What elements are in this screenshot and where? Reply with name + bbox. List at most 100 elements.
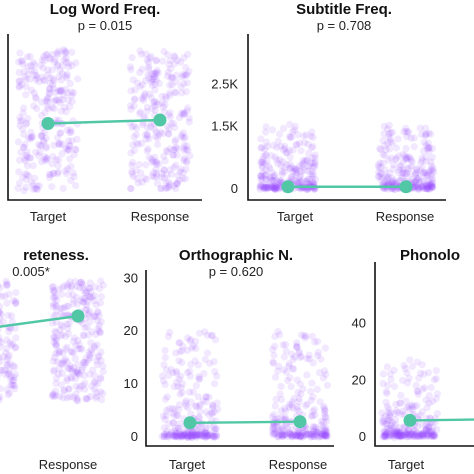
data-point bbox=[160, 174, 168, 182]
data-point bbox=[180, 431, 188, 440]
data-point bbox=[24, 134, 32, 142]
data-point bbox=[264, 184, 272, 192]
data-point bbox=[323, 417, 331, 425]
data-point bbox=[402, 144, 410, 153]
data-point bbox=[82, 354, 90, 362]
data-point bbox=[386, 138, 395, 146]
data-point bbox=[142, 50, 150, 58]
data-point bbox=[303, 431, 311, 439]
data-point bbox=[259, 169, 267, 177]
data-point bbox=[283, 376, 292, 385]
data-point bbox=[270, 177, 278, 185]
data-point bbox=[385, 129, 393, 138]
data-point bbox=[201, 429, 209, 438]
p-value: 0.005* bbox=[12, 264, 50, 279]
mean-marker bbox=[293, 415, 307, 429]
data-point bbox=[285, 400, 293, 408]
data-point bbox=[177, 109, 185, 117]
data-point bbox=[418, 154, 426, 162]
data-point bbox=[211, 433, 219, 441]
data-point bbox=[59, 184, 67, 192]
data-point bbox=[291, 432, 299, 440]
data-point bbox=[301, 429, 309, 437]
data-point bbox=[32, 148, 40, 156]
data-point bbox=[419, 169, 428, 177]
data-point bbox=[23, 153, 31, 161]
data-point bbox=[158, 169, 166, 177]
data-point bbox=[23, 119, 31, 127]
data-point bbox=[419, 147, 428, 155]
data-point bbox=[169, 151, 177, 159]
data-point bbox=[23, 162, 31, 170]
data-point bbox=[42, 134, 50, 142]
data-point bbox=[381, 427, 389, 435]
data-point bbox=[270, 424, 278, 432]
data-point bbox=[66, 128, 74, 137]
data-point bbox=[160, 433, 168, 441]
data-point bbox=[188, 432, 196, 440]
data-point bbox=[274, 159, 282, 168]
data-point bbox=[171, 424, 179, 432]
data-point bbox=[179, 169, 187, 177]
data-point bbox=[424, 183, 433, 191]
data-point bbox=[379, 136, 387, 145]
data-point bbox=[423, 145, 431, 153]
data-point bbox=[43, 51, 51, 59]
data-point bbox=[84, 394, 92, 403]
data-point bbox=[422, 153, 430, 161]
data-point bbox=[143, 132, 152, 140]
data-point bbox=[409, 431, 417, 439]
data-point bbox=[163, 148, 172, 156]
mean-marker bbox=[403, 413, 417, 427]
data-point bbox=[414, 184, 423, 192]
data-point bbox=[410, 143, 418, 151]
data-point bbox=[266, 183, 274, 191]
data-point bbox=[75, 284, 83, 292]
data-point bbox=[86, 318, 94, 326]
data-point bbox=[19, 125, 27, 133]
data-point bbox=[296, 432, 305, 440]
data-point bbox=[60, 386, 68, 394]
data-point bbox=[73, 394, 81, 402]
data-point bbox=[74, 397, 82, 405]
data-point bbox=[269, 141, 277, 149]
data-point bbox=[68, 62, 76, 70]
data-point bbox=[86, 279, 94, 287]
data-point bbox=[381, 178, 389, 187]
data-point bbox=[396, 166, 404, 174]
data-point bbox=[151, 80, 159, 89]
data-point bbox=[394, 431, 403, 439]
data-point bbox=[6, 339, 14, 347]
data-point bbox=[185, 433, 193, 441]
data-point bbox=[173, 378, 181, 386]
data-point bbox=[295, 349, 303, 357]
data-point bbox=[51, 96, 60, 104]
data-point bbox=[4, 370, 13, 378]
data-point bbox=[205, 411, 213, 419]
data-point bbox=[75, 341, 83, 349]
data-point bbox=[158, 92, 166, 100]
data-point bbox=[68, 348, 76, 356]
data-point bbox=[428, 178, 437, 186]
data-point bbox=[190, 432, 198, 440]
data-point bbox=[149, 157, 157, 165]
data-point bbox=[269, 428, 277, 436]
data-point bbox=[0, 343, 4, 351]
data-point bbox=[18, 80, 26, 88]
data-point bbox=[299, 431, 307, 440]
data-point bbox=[165, 111, 173, 119]
data-point bbox=[415, 185, 423, 193]
data-point bbox=[318, 417, 326, 425]
data-point bbox=[187, 360, 195, 368]
data-point bbox=[427, 181, 435, 189]
data-point bbox=[127, 184, 135, 192]
data-point bbox=[30, 67, 39, 75]
data-point bbox=[4, 311, 12, 319]
data-point bbox=[161, 101, 169, 109]
data-point bbox=[262, 176, 270, 184]
data-point bbox=[49, 75, 57, 83]
data-point bbox=[165, 420, 173, 428]
data-point bbox=[291, 177, 299, 185]
data-point bbox=[297, 167, 305, 176]
data-point bbox=[271, 173, 279, 181]
